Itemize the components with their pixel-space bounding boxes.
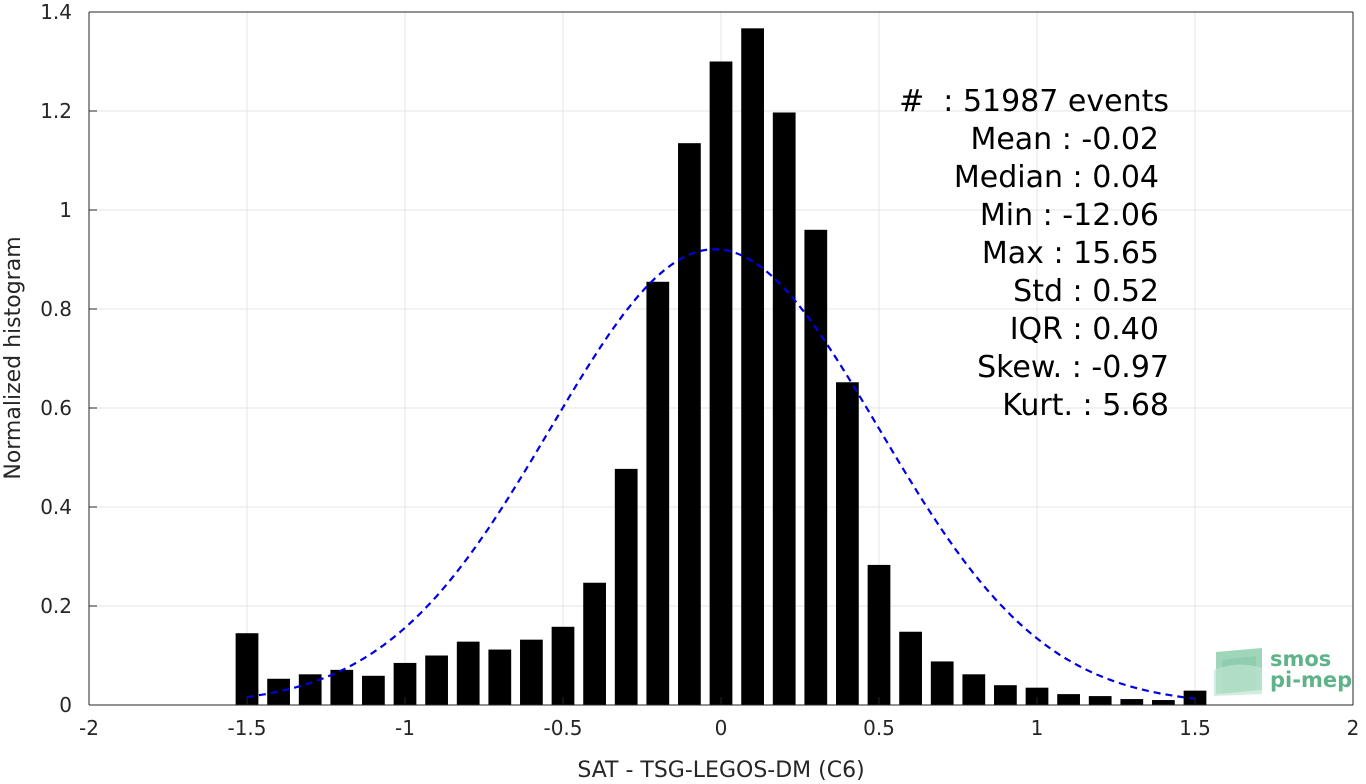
y-tick-label: 0.2 <box>40 594 72 618</box>
stat-max: Max : 15.65 <box>982 236 1159 271</box>
bar <box>551 626 575 705</box>
bar <box>1057 694 1080 705</box>
bar <box>741 28 764 705</box>
y-axis-ticks: 0 0.2 0.4 0.6 0.8 1 1.2 1.4 <box>40 0 97 717</box>
bar <box>425 655 448 705</box>
x-tick-label: -2 <box>79 716 99 740</box>
bar <box>1152 700 1175 705</box>
y-tick-label: 1.2 <box>40 99 72 123</box>
bar <box>1088 696 1112 705</box>
bar <box>804 229 828 706</box>
y-axis-label: Normalized histogram <box>1 236 26 479</box>
x-tick-label: 1 <box>1031 716 1044 740</box>
bar <box>962 674 986 705</box>
gaussian-fit-curve <box>246 248 1196 700</box>
x-tick-label: -1 <box>395 716 415 740</box>
x-axis-ticks: -2 -1.5 -1 -0.5 0 0.5 1 1.5 2 <box>79 697 1359 740</box>
stat-mean: Mean : -0.02 <box>970 122 1159 157</box>
stat-iqr: IQR : 0.40 <box>1010 312 1159 347</box>
statistics-annotation: # : 51987 events Mean : -0.02 Median : 0… <box>899 84 1169 423</box>
bar <box>899 631 922 705</box>
bar <box>330 669 354 705</box>
x-tick-label: 1.5 <box>1179 716 1211 740</box>
bar <box>994 685 1017 705</box>
bar <box>867 564 891 705</box>
smos-pi-mep-logo: smos pi-mep <box>1214 647 1352 696</box>
bar <box>583 582 606 705</box>
bar <box>678 143 701 706</box>
bar <box>267 678 290 705</box>
bar <box>456 641 480 705</box>
stat-skew: Skew. : -0.97 <box>977 350 1169 385</box>
x-tick-label: -0.5 <box>543 716 582 740</box>
y-tick-label: 0 <box>59 693 72 717</box>
x-tick-label: 0 <box>715 716 728 740</box>
stat-std: Std : 0.52 <box>1013 274 1159 309</box>
stat-kurt: Kurt. : 5.68 <box>1002 388 1169 423</box>
logo-text-smos: smos <box>1270 647 1331 671</box>
bar <box>614 468 638 705</box>
x-tick-label: -1.5 <box>227 716 266 740</box>
x-tick-label: 2 <box>1347 716 1360 740</box>
stat-min: Min : -12.06 <box>980 198 1159 233</box>
bar <box>772 112 796 706</box>
x-axis-label: SAT - TSG-LEGOS-DM (C6) <box>577 758 864 783</box>
logo-waves-icon <box>1214 648 1262 696</box>
y-tick-label: 0.4 <box>40 495 72 519</box>
y-tick-label: 0.6 <box>40 396 72 420</box>
bar <box>298 674 322 705</box>
stat-events: # : 51987 events <box>899 84 1169 119</box>
bar <box>1025 687 1049 705</box>
x-tick-label: 0.5 <box>863 716 895 740</box>
stat-median: Median : 0.04 <box>954 160 1159 195</box>
bar <box>362 675 385 705</box>
y-tick-label: 0.8 <box>40 297 72 321</box>
bars <box>235 28 1207 706</box>
bar <box>930 661 954 705</box>
y-tick-label: 1 <box>59 198 72 222</box>
bar <box>836 382 859 705</box>
bar <box>646 281 670 705</box>
logo-text-pimep: pi-mep <box>1270 668 1352 692</box>
bar <box>488 649 512 705</box>
bar <box>709 61 733 705</box>
bar <box>1120 699 1144 705</box>
bar <box>393 662 417 705</box>
bar <box>235 633 259 705</box>
y-tick-label: 1.4 <box>40 0 72 24</box>
bar <box>520 639 543 705</box>
